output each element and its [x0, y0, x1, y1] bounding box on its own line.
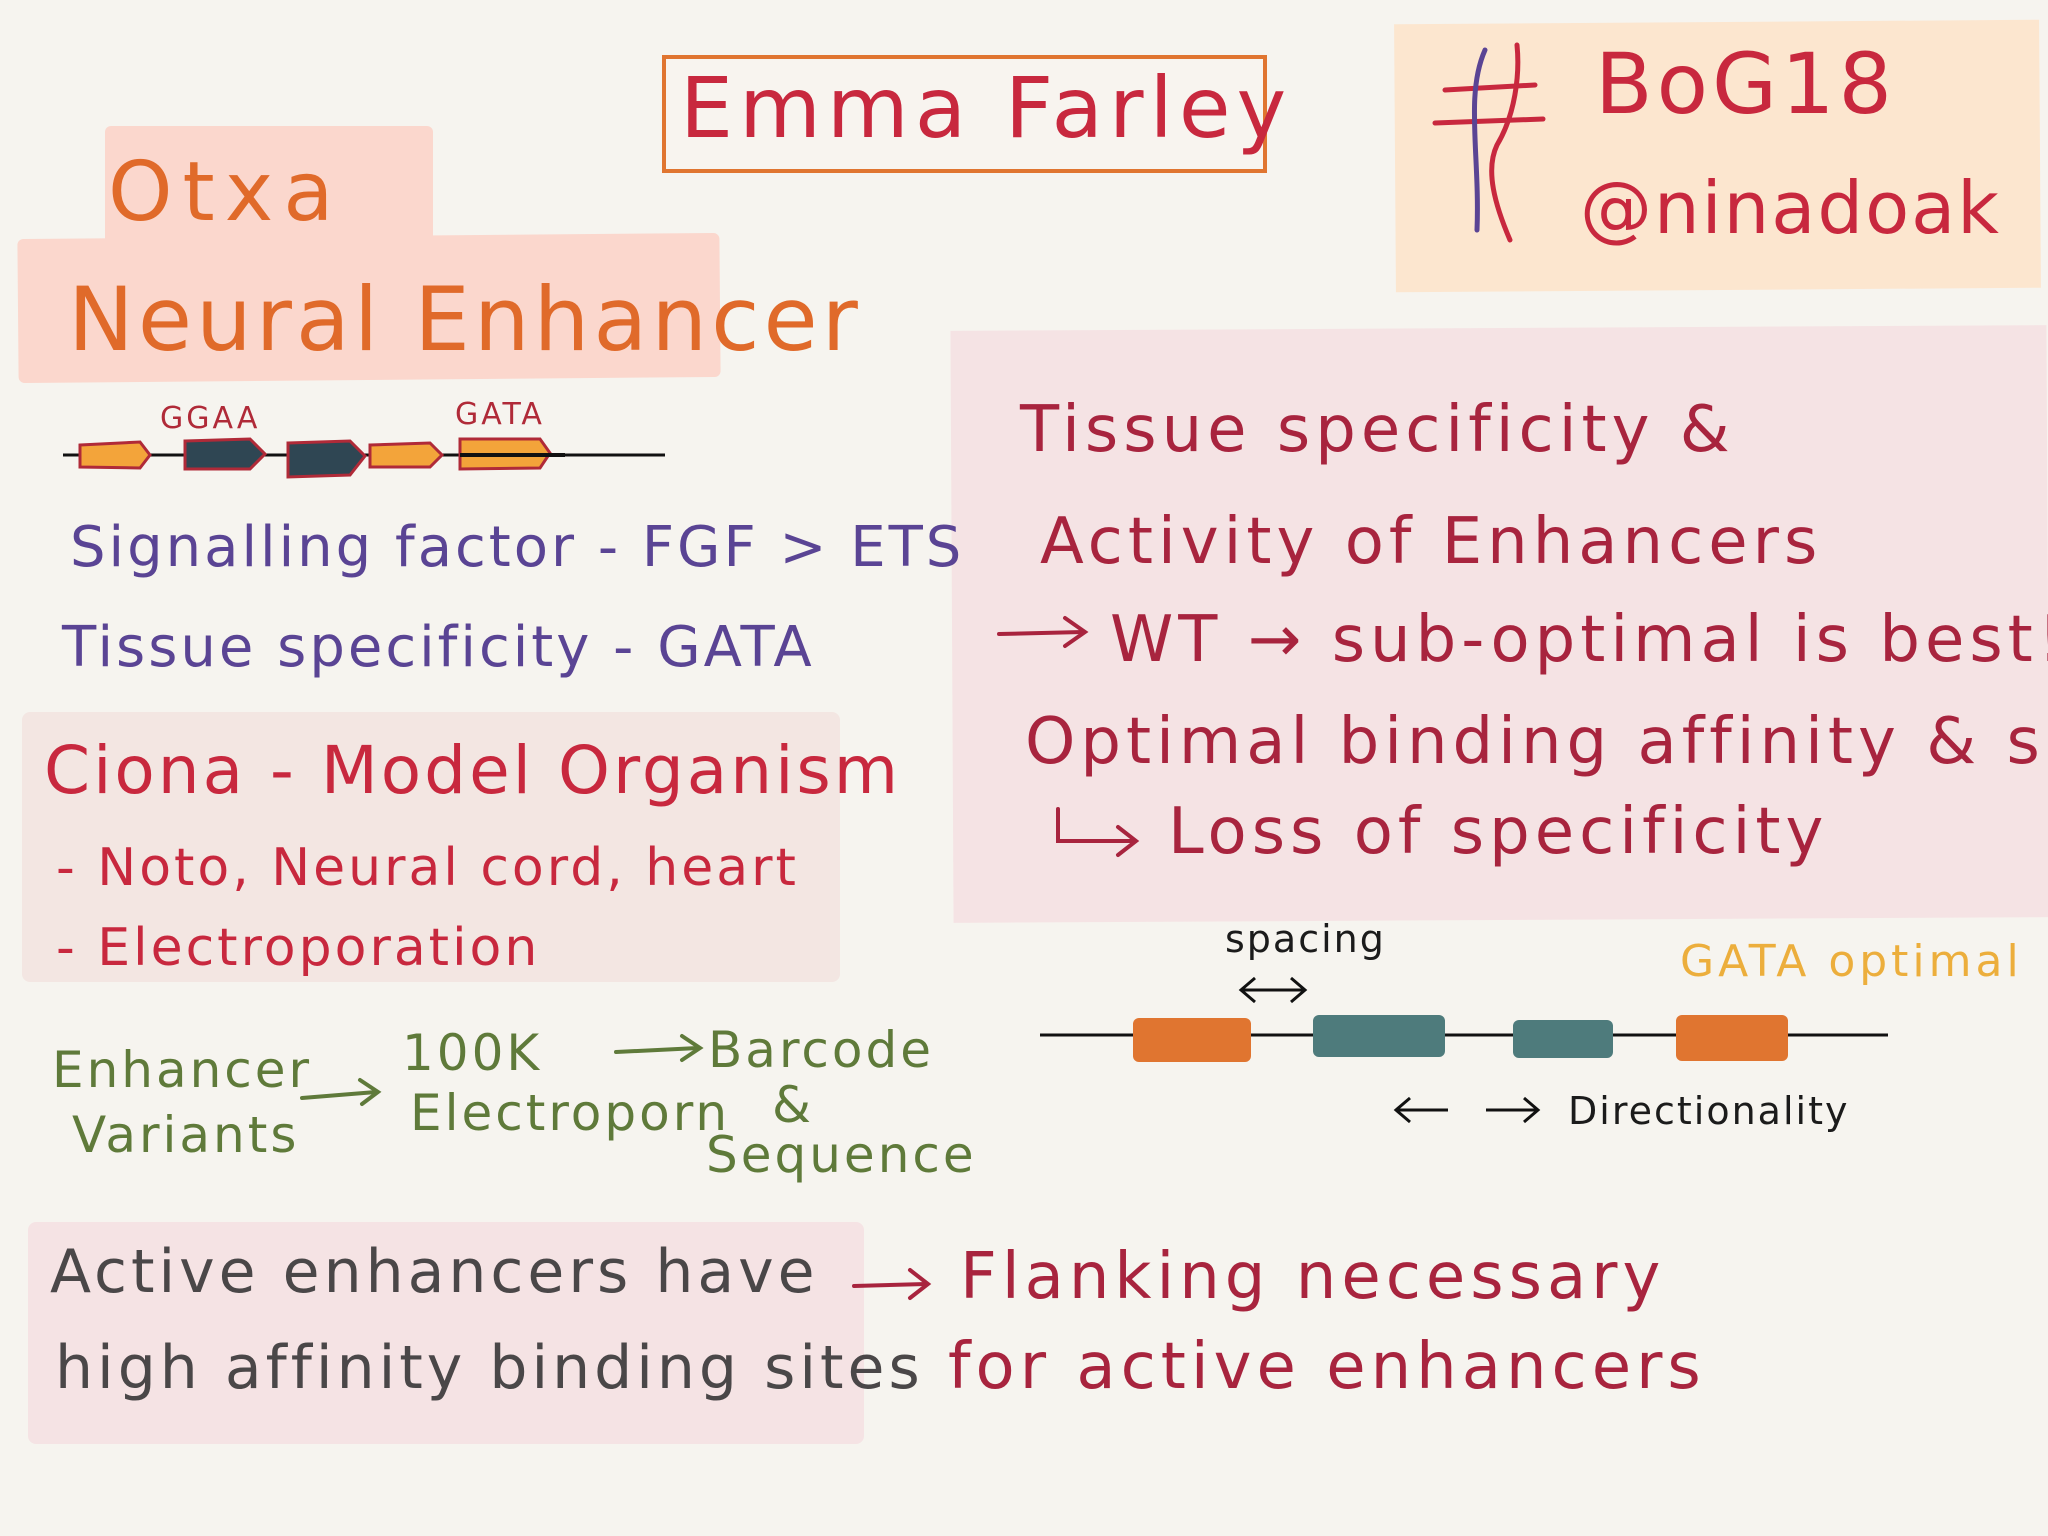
- double-arrow-icon: [1238, 976, 1308, 1004]
- pipeline-step-1-sub: Variants: [72, 1106, 300, 1164]
- flanking-text: Flanking necessary: [960, 1240, 1666, 1314]
- ciona-highlight: [22, 712, 840, 982]
- ggaa-label: GGAA: [160, 401, 261, 436]
- page-title: Emma Farley: [680, 59, 1293, 157]
- specificity-heading: Tissue specificity &: [1020, 393, 1735, 467]
- pipeline-step-3-sub: Sequence: [706, 1126, 977, 1184]
- turn-arrow-icon: [1056, 807, 1140, 857]
- wt-finding-text: WT → sub-optimal is best!: [1110, 603, 2048, 677]
- pipeline-step-3: Barcode: [708, 1021, 934, 1079]
- gata-label: GATA: [455, 397, 545, 432]
- left-arrow-icon: [1393, 1096, 1448, 1124]
- ciona-point: - Electroporation: [56, 918, 541, 978]
- pipeline-step-2: 100K: [402, 1024, 543, 1082]
- flanking-text-2: for active enhancers: [948, 1330, 1706, 1404]
- arrow-right-icon: [614, 1034, 704, 1062]
- arrow-right-icon: [997, 616, 1089, 648]
- active-highlight: [28, 1222, 864, 1444]
- hashtag-text: BoG18: [1595, 35, 1896, 133]
- hash-symbol-icon: [1432, 42, 1546, 243]
- arrow-right-icon: [300, 1078, 382, 1106]
- active-enhancers-text-2: high affinity binding sites: [55, 1333, 924, 1403]
- pipeline-step-1: Enhancer: [52, 1041, 313, 1099]
- tissue-specificity-text: Tissue specificity - GATA: [62, 615, 815, 680]
- enhancer-dna-diagram: [63, 437, 665, 479]
- specificity-heading-2: Activity of Enhancers: [1040, 505, 1823, 579]
- directionality-label: Directionality: [1568, 1089, 1850, 1133]
- enhancer-name: Otxa: [108, 145, 344, 240]
- ciona-heading: Ciona - Model Organism: [44, 732, 902, 809]
- ciona-point: - Noto, Neural cord, heart: [56, 838, 799, 898]
- pipeline-step-3-sub: &: [772, 1076, 814, 1134]
- title-box: [662, 55, 1267, 173]
- right-arrow-icon: [1486, 1096, 1541, 1124]
- otxa-highlight: [105, 126, 433, 256]
- gata-optimal-label: GATA optimal: [1680, 936, 2023, 987]
- loss-of-specificity-text: Loss of specificity: [1168, 795, 1829, 869]
- spacing-dna-diagram: [1040, 1015, 1888, 1062]
- optimal-binding-text: Optimal binding affinity & spacing: [1025, 705, 2048, 779]
- enhancer-type: Neural Enhancer: [68, 268, 862, 371]
- active-enhancers-text: Active enhancers have: [50, 1237, 819, 1307]
- signalling-factor-text: Signalling factor - FGF > ETS: [70, 515, 965, 580]
- pipeline-step-2-sub: Electroporn: [410, 1084, 731, 1142]
- arrow-right-icon: [852, 1268, 932, 1300]
- handle-text: @ninadoak: [1580, 166, 2001, 250]
- spacing-label: spacing: [1225, 917, 1386, 961]
